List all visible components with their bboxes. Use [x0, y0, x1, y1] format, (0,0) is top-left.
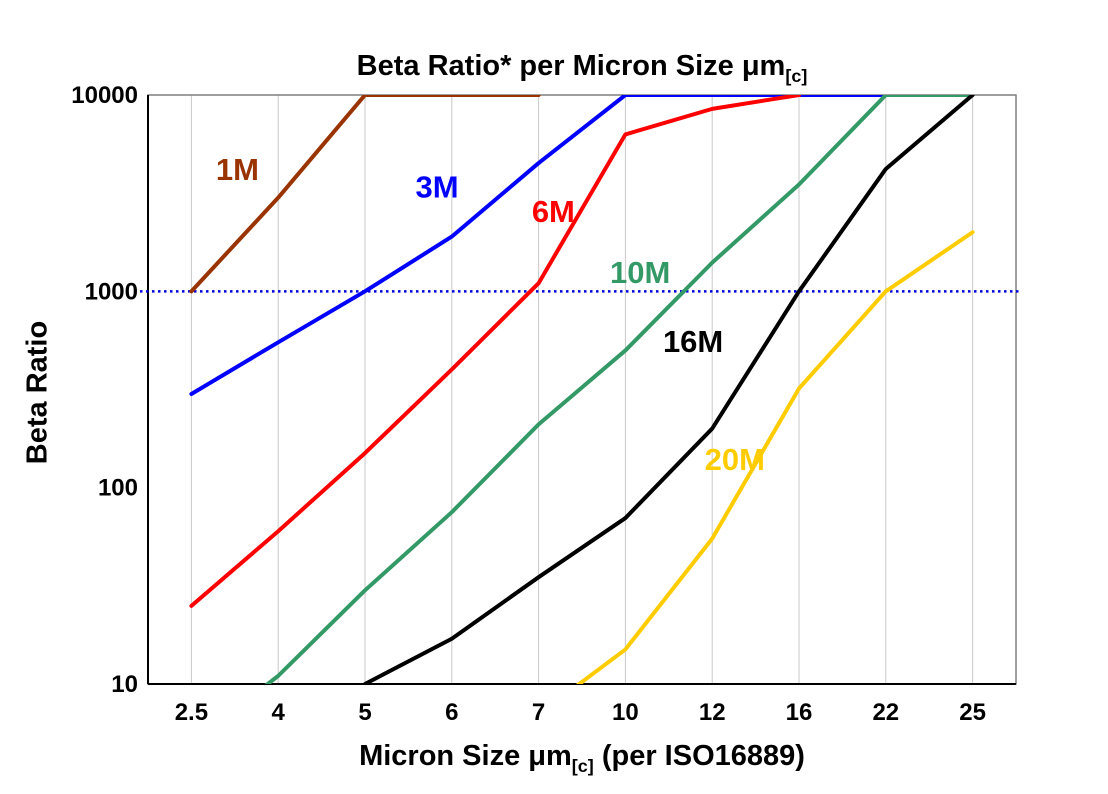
series-line-6M: [189, 95, 801, 608]
chart-title: Beta Ratio* per Micron Size μm[c]: [148, 50, 1016, 87]
series-line-10M: [264, 95, 975, 684]
y-tick-label: 10000: [71, 82, 138, 109]
chart-title-text: Beta Ratio* per Micron Size μm: [356, 50, 786, 82]
series-line-20M: [575, 230, 975, 684]
series-line-3M: [189, 95, 888, 396]
x-tick-label: 5: [358, 699, 371, 726]
y-tick-label: 1000: [85, 278, 138, 305]
series-line-16M: [363, 95, 975, 684]
series-label-20M: 20M: [705, 442, 765, 477]
x-tick-label: 10: [612, 699, 639, 726]
x-tick-label: 16: [786, 699, 813, 726]
series-label-10M: 10M: [610, 255, 670, 290]
series-label-3M: 3M: [416, 170, 459, 205]
x-axis-title-text: Micron Size μm: [359, 740, 572, 772]
x-tick-label: 22: [872, 699, 899, 726]
series-label-6M: 6M: [532, 194, 575, 229]
x-tick-label: 12: [699, 699, 726, 726]
series-label-1M: 1M: [216, 152, 259, 187]
x-axis-title-subscript: [c]: [571, 755, 594, 776]
series-line-1M: [189, 95, 541, 294]
series-label-16M: 16M: [663, 324, 723, 359]
y-tick-label: 10: [111, 671, 138, 698]
x-tick-label: 7: [532, 699, 545, 726]
x-tick-label: 25: [959, 699, 986, 726]
series-group: [189, 95, 975, 684]
x-axis-title: Micron Size μm[c] (per ISO16889): [148, 740, 1016, 777]
x-tick-label: 6: [445, 699, 458, 726]
x-axis-title-suffix: (per ISO16889): [593, 740, 805, 772]
x-tick-label: 2.5: [175, 699, 208, 726]
y-tick-label: 100: [98, 475, 138, 502]
chart-title-subscript: [c]: [785, 65, 808, 86]
x-tick-label: 4: [272, 699, 286, 726]
